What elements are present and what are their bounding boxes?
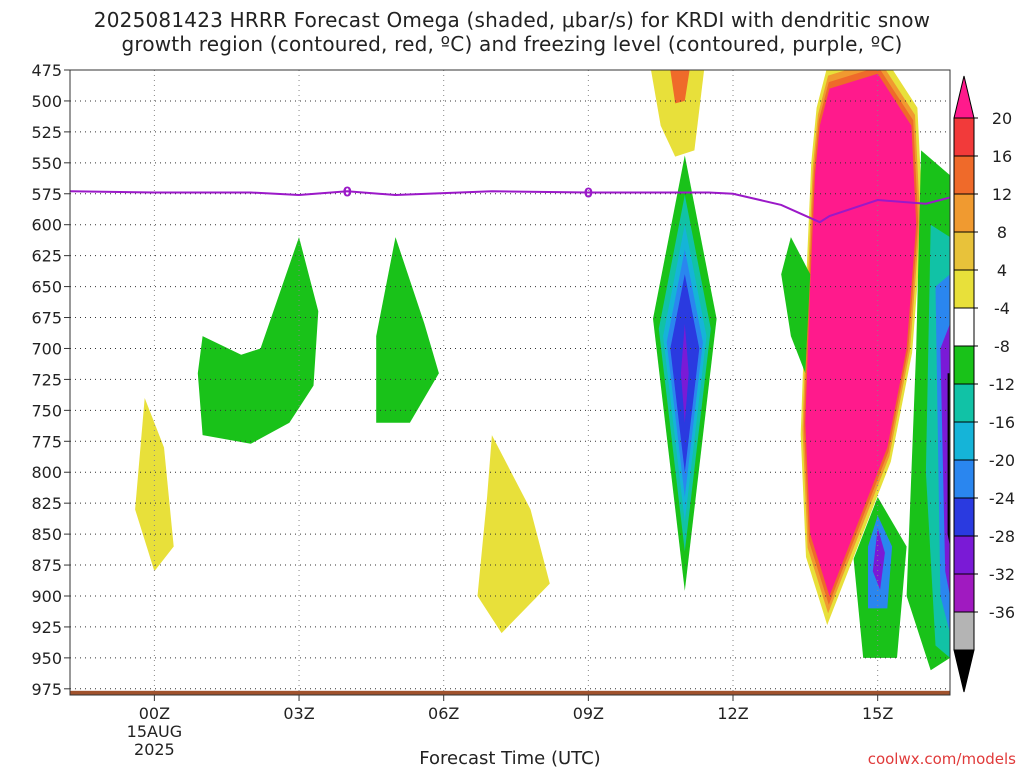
y-tick-label: 850 [31,525,62,544]
y-tick-label: 600 [31,216,62,235]
y-tick-label: 875 [31,556,62,575]
y-tick-label: 550 [31,154,62,173]
colorbar-label: -32 [989,565,1015,584]
y-tick-label: 800 [31,463,62,482]
y-tick-label: 975 [31,680,62,699]
x-tick-label: 15Z [862,704,893,723]
right-band-5 [947,373,950,547]
y-tick-label: 950 [31,649,62,668]
colorbar-label: -24 [989,489,1015,508]
colorbar-segment [953,497,975,537]
top-blob-yellow [651,70,705,157]
y-tick-label: 750 [31,401,62,420]
y-tick-label: 575 [31,185,62,204]
colorbar-label: -28 [989,527,1015,546]
freezing-level-label: 0 [584,187,593,202]
y-tick-label: 500 [31,92,62,111]
colorbar-label: 16 [992,147,1012,166]
feature-yellow-blob-00z [135,398,174,572]
feature-green-blob-05z [376,237,439,423]
colorbar-label: -12 [989,375,1015,394]
omega-shading [70,70,950,695]
chart-title-line-2: growth region (contoured, red, ºC) and f… [121,32,903,56]
y-tick-label: 775 [31,432,62,451]
colorbar-segment [953,155,975,195]
y-tick-label: 650 [31,278,62,297]
freezing-level-label: 0 [343,185,352,200]
terrain-strip [70,690,950,695]
colorbar-segment [953,117,975,157]
freezing-level-line [70,190,950,224]
colorbar-label: -8 [994,337,1010,356]
colorbar-segment [953,269,975,309]
y-tick-label: 925 [31,618,62,637]
colorbar-segment [953,459,975,499]
cell-15z-core [872,527,885,590]
colorbar-segment [953,573,975,613]
y-tick-label: 625 [31,247,62,266]
colorbar-top-arrow [953,75,975,119]
x-tick-label: 06Z [428,704,459,723]
x-tick-year: 2025 [134,740,175,759]
colorbar-label: -16 [989,413,1015,432]
colorbar-label: 4 [997,261,1007,280]
y-tick-label: 900 [31,587,62,606]
grid-lines [70,70,950,695]
colorbar-bottom-arrow [953,649,975,693]
colorbar-segment [953,611,975,651]
x-tick-label: 03Z [283,704,314,723]
feature-green-blob-02z [197,237,319,444]
top-blob-orange [670,70,690,104]
plot-frame [69,69,951,696]
colorbar-label: 20 [992,109,1012,128]
y-tick-label: 475 [31,61,62,80]
colorbar-label: -36 [989,603,1015,622]
x-axis-label: Forecast Time (UTC) [419,748,600,768]
colorbar-label: 8 [997,223,1007,242]
colorbar-segment [953,345,975,385]
feature-yellow-blob-07z [477,435,550,634]
feature-upper-positive-core [805,73,917,596]
x-tick-label: 12Z [717,704,748,723]
colorbar-segment [953,421,975,461]
cell-13z [781,237,811,374]
y-tick-label: 725 [31,370,62,389]
y-tick-label: 525 [31,123,62,142]
y-tick-label: 700 [31,339,62,358]
x-tick-label: 09Z [573,704,604,723]
credit-text: coolwx.com/models [868,750,1016,768]
x-tick-date: 15AUG [127,722,182,741]
chart-title-line-1: 2025081423 HRRR Forecast Omega (shaded, … [93,8,931,32]
y-tick-label: 675 [31,309,62,328]
colorbar-segment [953,307,975,347]
colorbar-segment [953,231,975,271]
colorbar-label: -20 [989,451,1015,470]
y-tick-label: 825 [31,494,62,513]
colorbar-segment [953,535,975,575]
x-tick-label: 00Z [139,704,170,723]
colorbar-segment [953,383,975,423]
colorbar: 20 16 12 8 4 -4 -8 -12 -16 -20 -24 -28 -32 -36 [953,75,1015,693]
y-axis: 475 500 525 550 575 600 625 650 675 700 725 750 775 8… [31,61,70,699]
neg-column-inner [680,323,689,423]
colorbar-segment [953,193,975,233]
colorbar-label: 12 [992,185,1012,204]
colorbar-label: -4 [994,299,1010,318]
